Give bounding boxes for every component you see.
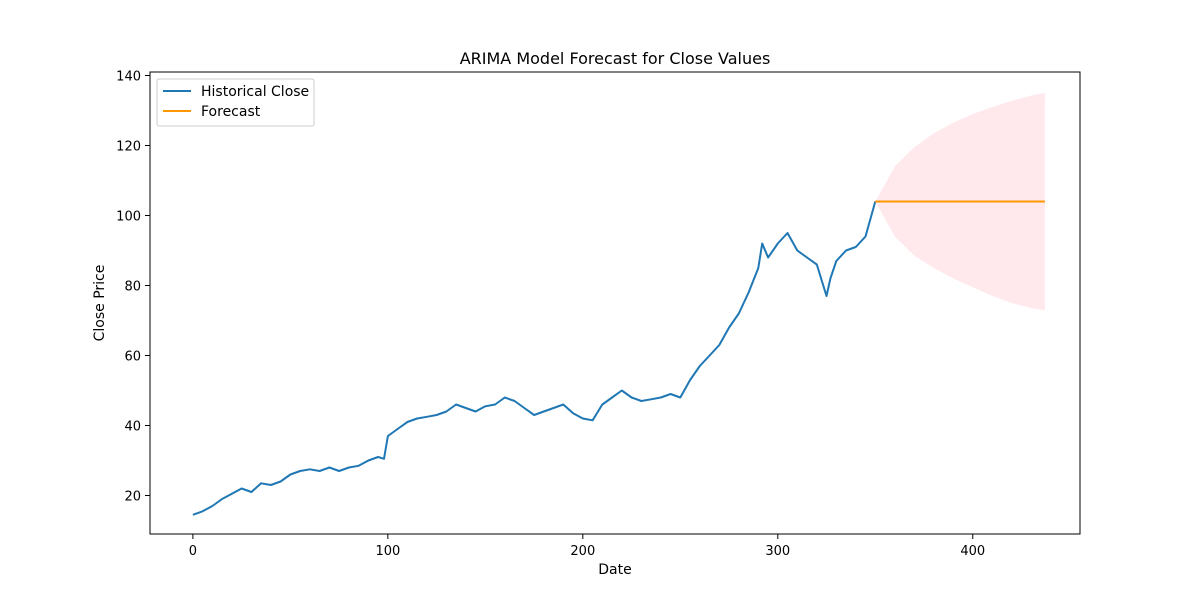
chart-title: ARIMA Model Forecast for Close Values (460, 49, 771, 68)
x-axis-label: Date (598, 562, 631, 578)
x-tick-label: 100 (375, 544, 400, 559)
x-axis-ticks: 0 100 200 300 400 (189, 534, 985, 559)
y-tick-label: 60 (124, 350, 141, 365)
y-tick-label: 120 (116, 140, 141, 155)
y-tick-label: 40 (124, 420, 141, 435)
legend: Historical Close Forecast (156, 78, 315, 127)
plot-area-frame (149, 71, 1081, 535)
x-tick-label: 300 (765, 544, 790, 559)
series-layer (192, 200, 1045, 516)
legend-label-forecast: Forecast (201, 104, 261, 120)
series-line-historical (192, 201, 877, 516)
x-tick-label: 400 (960, 544, 985, 559)
y-tick-label: 140 (116, 70, 141, 85)
x-tick-label: 0 (189, 544, 197, 559)
y-axis-label: Close Price (92, 265, 108, 342)
x-tick-label: 200 (570, 544, 595, 559)
legend-label-historical: Historical Close (201, 84, 309, 100)
y-tick-label: 80 (124, 280, 141, 295)
y-tick-label: 20 (124, 490, 141, 505)
y-axis-ticks: 20 40 60 80 100 120 140 (116, 70, 150, 505)
y-tick-label: 100 (116, 210, 141, 225)
legend-box (156, 78, 315, 127)
